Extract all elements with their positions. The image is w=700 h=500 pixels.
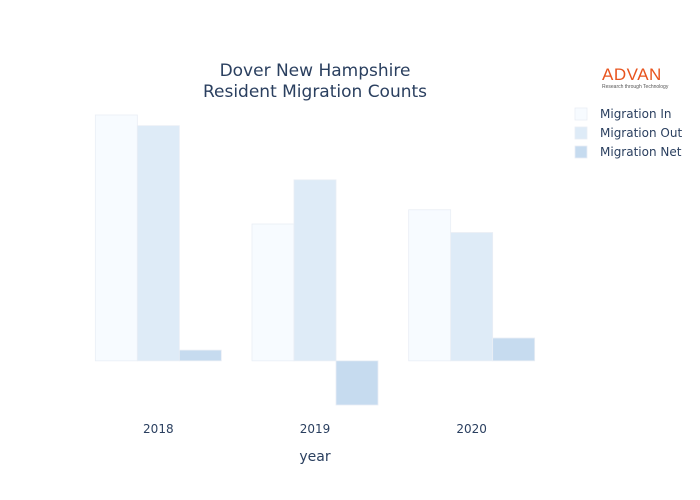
bar-migration-net-2018[interactable] <box>178 349 222 362</box>
x-tick-labels: 2018 2019 2020 <box>143 422 487 436</box>
legend-swatch <box>574 145 588 159</box>
logo-tagline: Research through Technology <box>602 84 669 90</box>
x-axis-title: year <box>299 449 330 465</box>
legend-swatch <box>574 126 588 140</box>
bar-migration-in-2019[interactable] <box>251 223 295 362</box>
bar-migration-in-2018[interactable] <box>94 114 138 362</box>
bar-migration-net-2019[interactable] <box>335 360 379 406</box>
chart-title-line-1: Dover New Hampshire <box>220 61 411 81</box>
bar-migration-out-2019[interactable] <box>293 179 337 362</box>
bar-migration-in-2020[interactable] <box>408 209 452 362</box>
bar-migration-out-2018[interactable] <box>136 125 180 362</box>
legend-item-migration-out[interactable]: Migration Out <box>574 126 682 140</box>
chart-title-line-2: Resident Migration Counts <box>203 82 427 102</box>
chart-title: Dover New Hampshire Resident Migration C… <box>203 61 427 102</box>
legend-item-migration-net[interactable]: Migration Net <box>574 145 682 159</box>
legend-label: Migration Out <box>600 126 682 140</box>
advan-logo: ADVAN Research through Technology <box>602 66 674 91</box>
bar-migration-net-2020[interactable] <box>492 337 536 362</box>
legend-item-migration-in[interactable]: Migration In <box>574 107 672 121</box>
x-tick-label-2018: 2018 <box>143 422 174 436</box>
legend-label: Migration In <box>600 107 672 121</box>
bar-migration-out-2020[interactable] <box>450 232 494 362</box>
x-tick-label-2019: 2019 <box>300 422 331 436</box>
legend-swatch <box>574 107 588 121</box>
legend[interactable]: Migration In Migration Out Migration Net <box>574 107 682 159</box>
bars-group <box>94 114 536 406</box>
x-tick-label-2020: 2020 <box>456 422 487 436</box>
logo-wordmark: ADVAN <box>602 65 662 84</box>
legend-label: Migration Net <box>600 145 682 159</box>
